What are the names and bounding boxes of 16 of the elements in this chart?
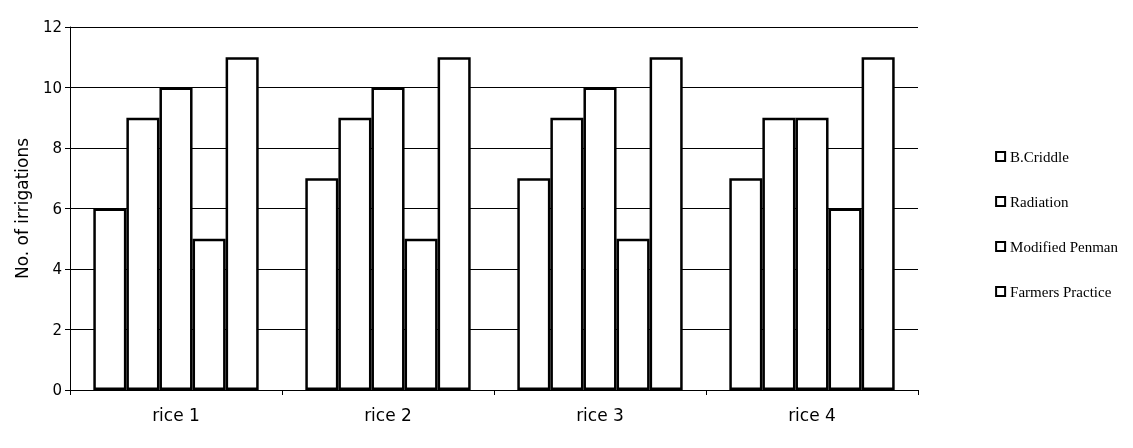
legend-label: Radiation	[1010, 193, 1069, 210]
x-tick-label: rice 4	[788, 404, 836, 425]
x-tick-label: rice 1	[152, 404, 200, 425]
x-tick-label: rice 2	[364, 404, 412, 425]
y-tick-label: 0	[52, 381, 62, 399]
legend-label: B.Criddle	[1010, 148, 1070, 165]
y-tick-label: 6	[52, 199, 62, 218]
y-tick-label: 2	[52, 320, 62, 339]
y-axis-title: No. of irrigations	[11, 137, 32, 280]
y-tick-label: 4	[52, 260, 62, 278]
y-tick-label: 8	[52, 139, 62, 157]
legend-label: Farmers Practice	[1010, 283, 1112, 300]
x-tick-label: rice 3	[576, 404, 624, 425]
legend-label: Modified Penman	[1010, 238, 1119, 255]
y-tick-label: 10	[42, 78, 62, 97]
y-tick-label: 12	[42, 18, 62, 36]
